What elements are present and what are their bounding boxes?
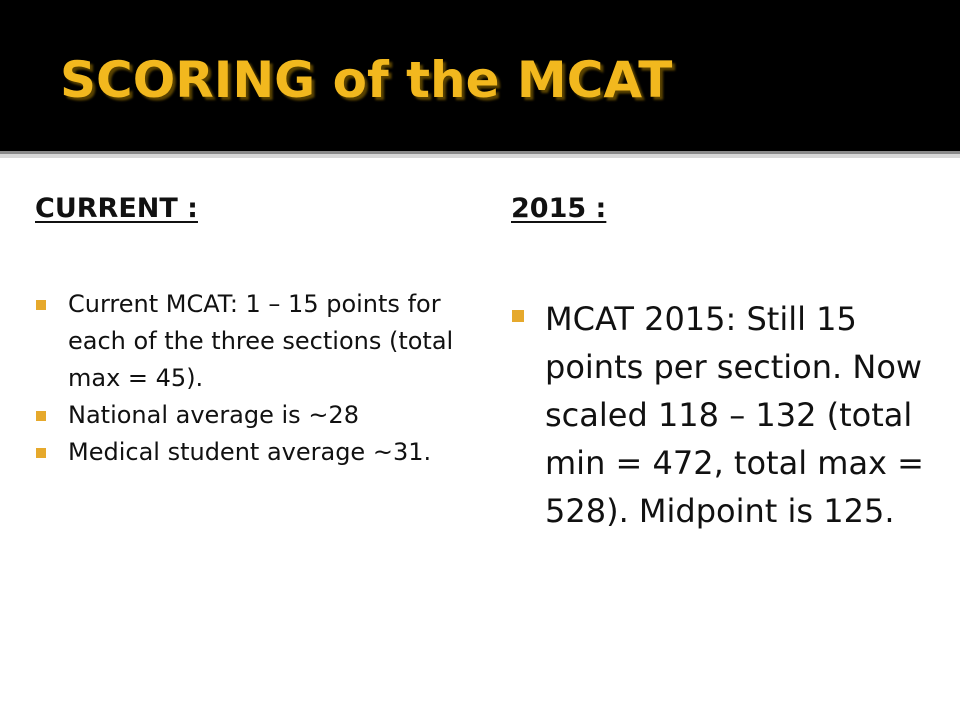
- 2015-heading: 2015 :: [511, 193, 607, 224]
- bullet-text: Medical student average ~31.: [68, 438, 432, 466]
- square-bullet-icon: [36, 411, 46, 421]
- list-item: National average is ~28: [35, 397, 455, 434]
- 2015-bullet-list: MCAT 2015: Still 15 points per section. …: [511, 295, 941, 535]
- current-heading: CURRENT :: [35, 193, 198, 224]
- bullet-text: Current MCAT: 1 – 15 points for each of …: [68, 290, 454, 392]
- list-item: Medical student average ~31.: [35, 434, 455, 471]
- square-bullet-icon: [36, 300, 46, 310]
- square-bullet-icon: [512, 310, 524, 322]
- title-bar: SCORING of the MCAT: [0, 0, 960, 151]
- square-bullet-icon: [36, 448, 46, 458]
- list-item: Current MCAT: 1 – 15 points for each of …: [35, 286, 455, 397]
- title-divider-shadow: [0, 154, 960, 158]
- title-divider: [0, 151, 960, 154]
- bullet-text: MCAT 2015: Still 15 points per section. …: [545, 300, 924, 530]
- list-item: MCAT 2015: Still 15 points per section. …: [511, 295, 941, 535]
- current-bullet-list: Current MCAT: 1 – 15 points for each of …: [35, 286, 455, 471]
- slide-title: SCORING of the MCAT: [60, 51, 673, 109]
- bullet-text: National average is ~28: [68, 401, 359, 429]
